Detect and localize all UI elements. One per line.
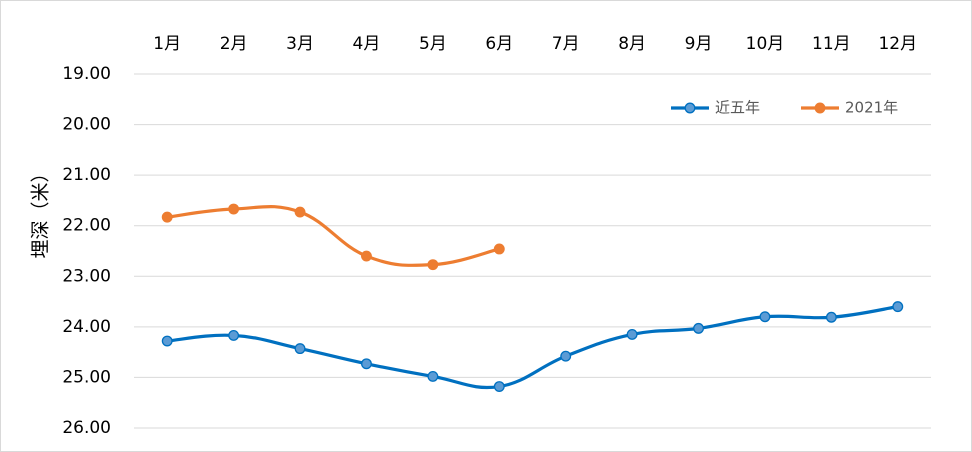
data-point: [361, 250, 372, 262]
gridlines: [134, 73, 931, 429]
data-point: [294, 343, 306, 355]
series-lines: [161, 203, 904, 392]
x-tick-label: 8月: [618, 34, 646, 54]
y-tick-label: 19.00: [62, 64, 111, 84]
data-point: [161, 335, 173, 347]
x-tick-label: 11月: [812, 34, 851, 54]
data-point: [161, 211, 173, 223]
x-tick-label: 1月: [153, 34, 181, 54]
data-point: [228, 330, 240, 341]
legend-swatch-marker: [814, 102, 826, 114]
data-point: [759, 311, 771, 323]
data-point: [626, 328, 638, 340]
y-tick-label: 24.00: [62, 317, 111, 337]
x-tick-label: 10月: [746, 34, 785, 54]
legend: 近五年 2021年: [671, 99, 898, 117]
data-point: [427, 259, 439, 271]
data-point: [892, 301, 904, 313]
series-line: [165, 204, 501, 267]
x-tick-label: 4月: [353, 34, 381, 54]
y-tick-label: 26.00: [62, 418, 111, 438]
data-point: [825, 311, 837, 323]
x-tick-label: 7月: [552, 34, 580, 54]
legend-swatch-marker: [684, 102, 696, 114]
series-line: [165, 305, 900, 390]
x-tick-label: 6月: [485, 34, 513, 54]
data-point: [560, 350, 572, 362]
x-tick-label: 2月: [220, 34, 248, 54]
y-tick-label: 21.00: [62, 165, 111, 185]
x-tick-label: 12月: [878, 34, 917, 54]
y-axis-ticks: 19.00 20.00 21.00 22.00 23.00 24.00 25.00 26.00: [62, 64, 111, 438]
data-point: [427, 370, 439, 382]
legend-label: 近五年: [715, 99, 760, 117]
legend-label: 2021年: [845, 99, 898, 117]
y-axis-title: 埋深（米）: [30, 163, 52, 258]
x-axis-ticks: 1月 2月 3月 4月 5月 6月 7月 8月 9月 10月 11月 12月: [153, 34, 917, 54]
y-tick-label: 25.00: [62, 367, 111, 387]
x-tick-label: 5月: [419, 34, 447, 54]
x-tick-label: 9月: [685, 34, 713, 54]
data-point: [361, 358, 372, 370]
data-point: [228, 203, 240, 215]
y-tick-label: 20.00: [62, 115, 111, 135]
data-point: [493, 243, 505, 255]
data-point: [693, 322, 704, 334]
y-tick-label: 22.00: [62, 216, 111, 236]
data-point: [294, 206, 306, 218]
x-tick-label: 3月: [286, 34, 314, 54]
y-tick-label: 23.00: [62, 266, 111, 286]
data-point: [493, 381, 505, 392]
